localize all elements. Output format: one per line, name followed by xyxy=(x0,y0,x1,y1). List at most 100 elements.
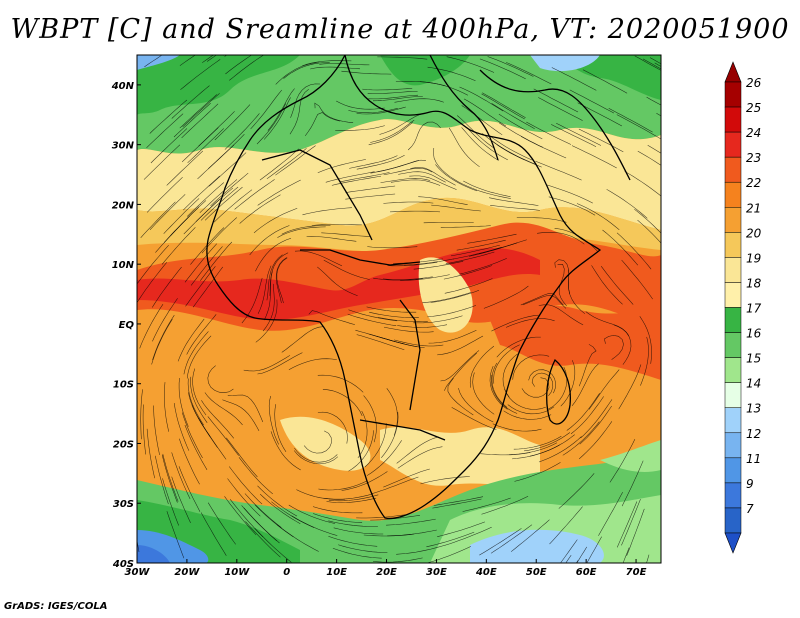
streamline xyxy=(546,184,593,204)
streamline xyxy=(173,102,211,138)
streamline xyxy=(393,339,444,347)
streamline xyxy=(551,124,597,147)
streamline xyxy=(571,145,617,169)
streamline xyxy=(451,407,497,430)
lon-tick-label: 60E xyxy=(576,567,597,578)
wbpt-shading xyxy=(137,55,661,563)
streamline xyxy=(565,554,572,563)
streamline xyxy=(178,466,201,512)
streamline xyxy=(381,411,399,458)
streamline xyxy=(266,254,283,301)
streamline xyxy=(326,497,377,503)
colorbar-swatch xyxy=(724,131,742,158)
streamline xyxy=(621,259,653,300)
streamline xyxy=(181,103,219,139)
streamline xyxy=(378,317,428,322)
streamline xyxy=(491,362,508,408)
streamline xyxy=(588,369,620,410)
streamline xyxy=(456,239,506,251)
streamline xyxy=(646,96,661,106)
streamline xyxy=(225,55,253,75)
streamline xyxy=(468,129,508,161)
plot-frame xyxy=(136,54,662,564)
streamline xyxy=(179,438,200,485)
streamline xyxy=(398,171,446,183)
streamline xyxy=(390,179,441,186)
colorbar-label: 24 xyxy=(746,126,761,140)
streamline xyxy=(171,85,210,119)
colorbar-top-triangle xyxy=(724,61,742,83)
lat-tick-label: 20N xyxy=(112,200,135,211)
lat-tick-label: 10S xyxy=(113,380,134,391)
streamline xyxy=(137,245,169,285)
colorbar: 26 25 24 23 22 21 20 19 18 17 16 15 14 13 12 11 9 7 xyxy=(724,61,762,554)
streamline xyxy=(609,438,636,483)
colorbar-label: 25 xyxy=(746,101,761,115)
streamline xyxy=(195,187,234,222)
streamline xyxy=(368,94,419,100)
colorbar-swatch xyxy=(724,207,742,233)
streamline xyxy=(296,489,345,500)
streamline xyxy=(187,128,224,164)
streamline xyxy=(642,58,661,70)
streamline xyxy=(367,91,418,94)
streamline xyxy=(274,404,287,453)
colorbar-label: 13 xyxy=(746,402,761,416)
streamline xyxy=(183,175,220,211)
streamline xyxy=(533,88,579,113)
streamline xyxy=(468,242,518,257)
streamline xyxy=(496,144,542,168)
streamline xyxy=(576,203,620,231)
streamline xyxy=(386,388,398,436)
streamline xyxy=(179,94,217,129)
streamline xyxy=(259,493,301,524)
streamline xyxy=(373,277,424,281)
streamline xyxy=(387,262,438,267)
streamline xyxy=(389,210,441,213)
streamline xyxy=(397,446,443,469)
streamline xyxy=(301,60,352,67)
colorbar-swatch xyxy=(724,332,742,358)
streamline xyxy=(368,122,413,146)
streamline xyxy=(163,198,200,234)
streamline xyxy=(463,98,507,127)
lon-tick-label: 30W xyxy=(125,567,151,578)
streamline xyxy=(208,134,245,169)
streamline xyxy=(186,314,217,355)
streamline xyxy=(328,536,378,547)
colorbar-label: 18 xyxy=(746,276,762,290)
streamline xyxy=(656,112,661,117)
streamline xyxy=(266,148,307,180)
streamline xyxy=(437,521,485,537)
streamline xyxy=(166,150,204,186)
streamline xyxy=(348,108,398,113)
lon-tick-label: 0 xyxy=(283,567,290,578)
lon-tick-label: 20E xyxy=(376,567,397,578)
colorbar-swatch xyxy=(724,307,742,333)
longitude-axis: 30W 20W 10W 0 10E 20E 30E 40E 50E 60E 70E xyxy=(125,559,647,578)
lon-tick-label: 70E xyxy=(626,567,647,578)
streamline xyxy=(206,55,217,62)
streamline xyxy=(458,388,494,423)
streamline xyxy=(634,55,661,71)
streamline xyxy=(637,219,661,244)
streamline xyxy=(155,455,169,505)
colorbar-label: 16 xyxy=(746,327,762,341)
streamline xyxy=(420,476,470,485)
streamline xyxy=(618,364,642,410)
streamline xyxy=(275,145,316,176)
streamline xyxy=(578,344,597,387)
streamline xyxy=(152,315,175,361)
streamline xyxy=(387,529,437,537)
streamline xyxy=(275,257,287,304)
streamline xyxy=(345,193,396,200)
streamline xyxy=(155,215,190,253)
streamline xyxy=(606,189,648,219)
streamline xyxy=(185,266,216,307)
lon-tick-label: 50E xyxy=(526,567,547,578)
lat-tick-label: 40S xyxy=(112,559,134,570)
streamline xyxy=(226,437,258,478)
streamline xyxy=(200,186,239,221)
streamline xyxy=(483,285,529,309)
streamline xyxy=(149,194,186,230)
